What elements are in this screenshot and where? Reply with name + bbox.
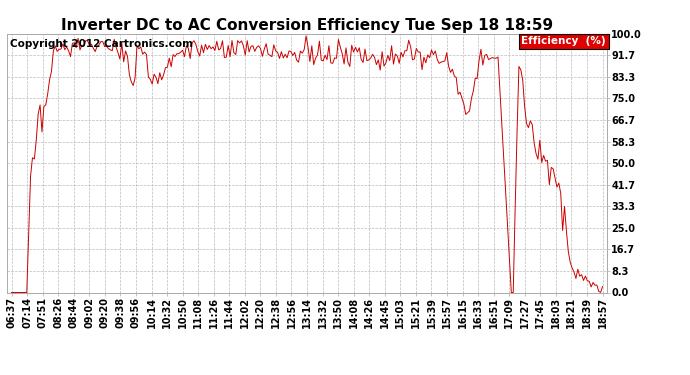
Text: Efficiency  (%): Efficiency (%) [522,36,606,46]
Text: Copyright 2012 Cartronics.com: Copyright 2012 Cartronics.com [10,39,193,49]
Title: Inverter DC to AC Conversion Efficiency Tue Sep 18 18:59: Inverter DC to AC Conversion Efficiency … [61,18,553,33]
